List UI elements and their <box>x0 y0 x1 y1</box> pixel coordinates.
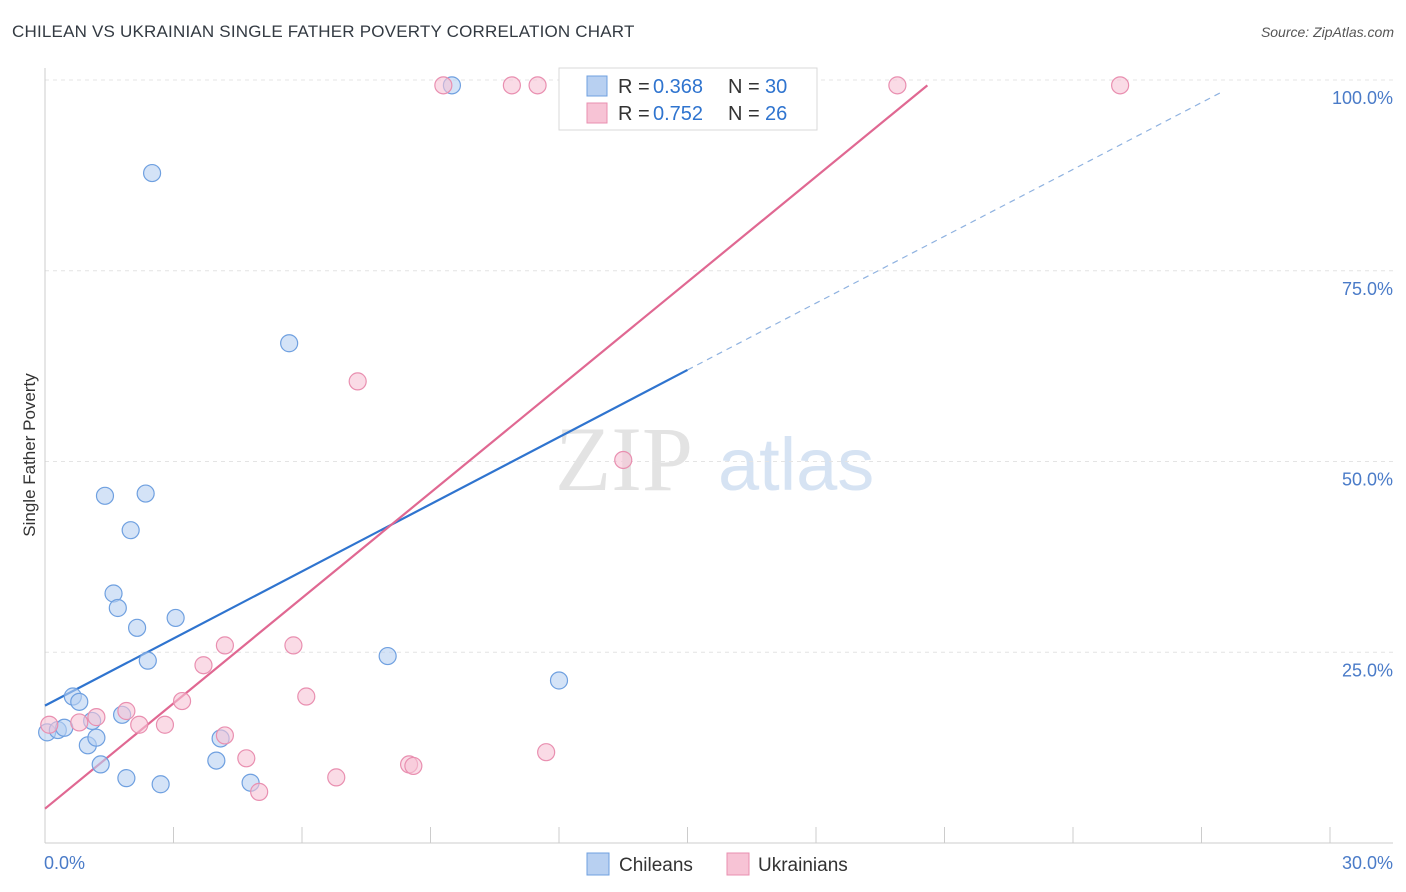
y-tick-label: 50.0% <box>1342 470 1393 490</box>
x-tick-label-min: 0.0% <box>44 853 85 873</box>
data-point-ukrainians <box>87 708 106 727</box>
data-point-chileans <box>121 521 140 540</box>
legend-n-label-1: N = <box>728 76 760 98</box>
data-point-chileans <box>138 651 157 670</box>
correlation-legend: R = 0.368 N = 30 R = 0.752 N = 26 <box>558 67 818 131</box>
trend-line-ukrainians <box>44 84 929 810</box>
data-point-chileans <box>87 728 106 747</box>
data-point-ukrainians <box>888 76 907 95</box>
data-point-chileans <box>151 775 170 794</box>
legend-n-label-2: N = <box>728 103 760 125</box>
data-point-ukrainians <box>327 768 346 787</box>
trend-line-chileans-extension <box>687 90 1224 371</box>
data-point-ukrainians <box>404 756 423 776</box>
data-point-ukrainians <box>194 656 213 675</box>
series-swatch-ukrainians <box>726 852 750 876</box>
data-point-ukrainians <box>537 743 556 762</box>
data-point-ukrainians <box>528 76 547 95</box>
legend-swatch-chileans <box>586 75 608 97</box>
data-point-chileans <box>166 608 185 628</box>
chart-source: Source: ZipAtlas.com <box>1260 24 1394 40</box>
data-point-chileans <box>136 484 155 503</box>
trend-lines <box>44 84 1224 810</box>
chart-title: CHILEAN VS UKRAINIAN SINGLE FATHER POVER… <box>12 22 635 41</box>
data-point-chileans <box>117 769 136 788</box>
data-points <box>38 76 1130 801</box>
data-point-chileans <box>70 692 89 711</box>
data-point-ukrainians <box>172 691 192 711</box>
data-point-ukrainians <box>614 450 633 470</box>
legend-r-label-1: R = <box>618 76 650 98</box>
data-point-ukrainians <box>117 701 136 721</box>
data-point-ukrainians <box>1111 76 1130 95</box>
y-tick-labels: 25.0% 50.0% 75.0% 100.0% <box>1332 88 1393 680</box>
axes <box>44 68 1393 844</box>
series-label-chileans: Chileans <box>619 855 693 876</box>
data-point-ukrainians <box>250 782 269 801</box>
gridlines <box>45 79 1393 653</box>
data-point-ukrainians <box>284 636 303 655</box>
data-point-chileans <box>549 671 569 690</box>
series-label-ukrainians: Ukrainians <box>758 855 848 876</box>
watermark-atlas: atlas <box>718 423 874 506</box>
legend-n-value-1: 30 <box>765 76 787 98</box>
series-swatch-chileans <box>586 852 610 876</box>
legend-r-value-1: 0.368 <box>653 76 703 98</box>
data-point-chileans <box>207 751 226 770</box>
y-axis-title: Single Father Poverty <box>20 373 39 537</box>
data-point-ukrainians <box>348 372 367 391</box>
data-point-ukrainians <box>502 76 521 95</box>
data-point-chileans <box>280 334 299 353</box>
legend-n-value-2: 26 <box>765 103 787 125</box>
data-point-chileans <box>91 755 110 774</box>
y-tick-label: 75.0% <box>1342 279 1393 299</box>
data-point-ukrainians <box>237 749 256 768</box>
x-tick-label-max: 30.0% <box>1342 853 1393 873</box>
y-tick-label: 25.0% <box>1342 660 1393 680</box>
data-point-chileans <box>142 163 162 183</box>
data-point-ukrainians <box>155 715 175 734</box>
data-point-ukrainians <box>130 715 149 734</box>
legend-r-value-2: 0.752 <box>653 103 703 125</box>
data-point-chileans <box>127 618 147 637</box>
data-point-chileans <box>108 598 127 618</box>
data-point-ukrainians <box>215 726 234 745</box>
data-point-chileans <box>95 486 115 505</box>
legend-r-label-2: R = <box>618 103 650 125</box>
data-point-ukrainians <box>40 715 59 734</box>
y-tick-label: 100.0% <box>1332 88 1393 108</box>
data-point-chileans <box>378 646 397 666</box>
data-point-ukrainians <box>215 636 234 655</box>
series-legend: Chileans Ukrainians <box>586 852 848 876</box>
data-point-ukrainians <box>297 687 316 706</box>
trend-line-chileans <box>44 368 689 707</box>
legend-swatch-ukrainians <box>586 102 608 124</box>
data-point-ukrainians <box>434 76 453 95</box>
data-point-ukrainians <box>70 713 89 732</box>
